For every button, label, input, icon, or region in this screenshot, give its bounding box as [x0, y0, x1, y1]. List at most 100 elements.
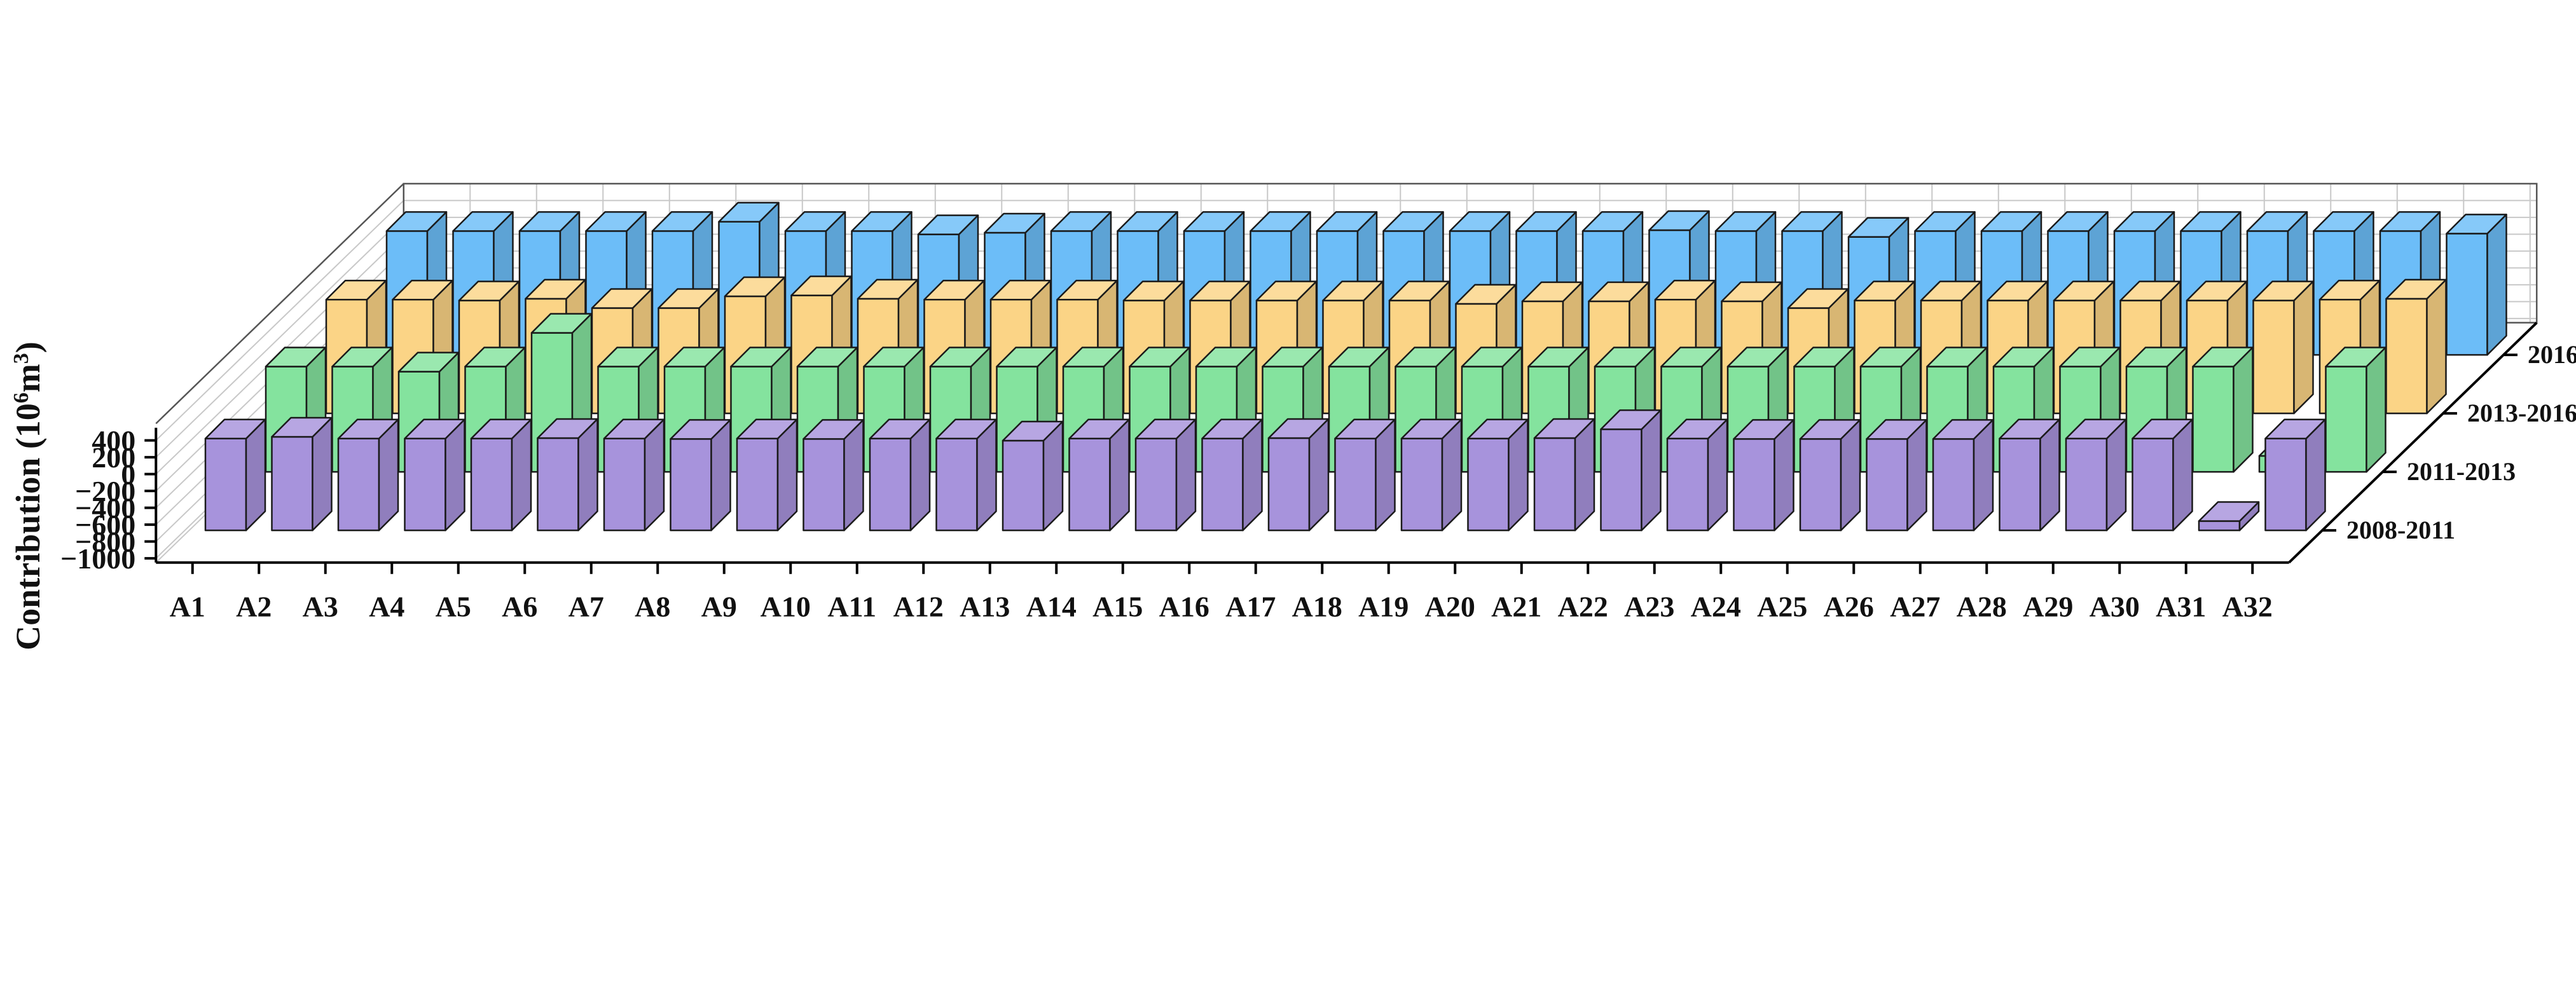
bar-top — [1648, 210, 1710, 231]
bar-front — [1134, 437, 1178, 532]
bar-top — [1189, 280, 1251, 301]
bar-top — [1926, 347, 1988, 368]
bar-front — [1400, 437, 1443, 532]
bar-top — [1316, 211, 1378, 232]
bar-top — [989, 280, 1052, 301]
bar-top — [2132, 418, 2193, 439]
depth-axis — [2288, 322, 2538, 564]
x-tick-label: A1 — [170, 591, 205, 623]
bar-top — [1866, 419, 1927, 440]
bar-top — [2325, 347, 2387, 368]
bar-top — [1267, 418, 1330, 439]
bar-side — [2366, 347, 2387, 473]
bar-2008-2011-A19 — [1400, 418, 1463, 532]
bar-top — [1183, 211, 1245, 232]
bar-top — [1854, 280, 1915, 301]
bar-front — [1666, 437, 1709, 532]
bar-top — [1914, 211, 1976, 232]
bar-front — [1733, 438, 1775, 532]
bar-top — [597, 347, 659, 368]
bar-top — [1992, 347, 2055, 368]
bar-top — [537, 418, 598, 439]
bar-top — [1388, 280, 1450, 301]
bar-2008-2011-A24 — [1733, 419, 1794, 532]
bar-2008-2011-A16 — [1201, 418, 1263, 532]
bar-top — [1382, 211, 1444, 232]
bar-top — [1129, 347, 1190, 368]
bar-side — [2293, 280, 2314, 415]
bar-top — [796, 347, 858, 368]
bar-top — [730, 347, 792, 368]
bar-2008-2011-A5 — [470, 418, 532, 532]
bar-2011-2013-A32 — [2325, 347, 2387, 473]
bar-top — [784, 211, 846, 232]
bar-front — [1600, 428, 1643, 532]
bar-front — [1866, 438, 1908, 532]
bar-2008-2011-A30 — [2132, 418, 2193, 532]
bar-2008-2011-A18 — [1334, 418, 1396, 532]
x-tick-label: A4 — [369, 591, 404, 623]
x-tick-label: A21 — [1491, 591, 1541, 623]
bar-top — [1201, 418, 1263, 439]
bar-top — [802, 419, 864, 440]
bar-front — [2264, 437, 2307, 532]
bar-top — [736, 418, 798, 439]
bar-top — [1600, 409, 1662, 430]
bar-front — [1932, 438, 1975, 532]
bar-top — [530, 313, 593, 334]
bar-top — [1999, 418, 2060, 439]
bar-2013-2016-A32 — [2385, 278, 2447, 415]
y-tick-label: −1000 — [60, 542, 135, 575]
bar-top — [1594, 347, 1656, 368]
bar-2008-2011-A13 — [1002, 420, 1064, 532]
bar-top — [1521, 281, 1583, 303]
x-tick-label: A19 — [1358, 591, 1409, 623]
bar-top — [1062, 347, 1124, 368]
bar-2008-2011-A21 — [1533, 418, 1595, 532]
series-label: 2016-2019 — [2528, 340, 2576, 369]
bar-front — [537, 437, 579, 532]
bar-front — [2325, 366, 2367, 473]
bar-top — [935, 418, 997, 439]
bar-front — [404, 437, 446, 532]
bar-front — [2446, 233, 2488, 356]
x-tick-label: A22 — [1558, 591, 1608, 623]
bar-top — [2198, 501, 2260, 522]
bar-top — [1787, 288, 1849, 309]
bar-top — [1588, 281, 1650, 303]
bar-2008-2011-A7 — [603, 418, 665, 532]
bar-top — [2047, 211, 2109, 232]
bar-top — [1262, 347, 1323, 368]
x-tick-label: A10 — [761, 591, 811, 623]
bar-2008-2011-A27 — [1932, 419, 1994, 532]
bar-front — [869, 437, 912, 532]
bar-2008-2011-A28 — [1999, 418, 2060, 532]
bar-front — [1201, 437, 1244, 532]
bar-top — [2252, 280, 2314, 301]
x-tick-label: A8 — [635, 591, 670, 623]
bar-front — [1467, 437, 1510, 532]
y-tick-label: −400 — [75, 492, 135, 525]
bar-top — [337, 418, 399, 439]
bar-front — [2252, 299, 2295, 415]
bar-front — [2385, 298, 2428, 415]
bar-top — [851, 211, 913, 232]
bar-front — [1068, 437, 1111, 532]
bar-top — [2385, 278, 2447, 300]
bar-2016-2019-A32 — [2446, 214, 2507, 356]
bar-top — [1581, 211, 1644, 232]
bar-top — [1859, 347, 1922, 368]
bar-top — [2119, 280, 2181, 301]
bar-top — [1117, 211, 1178, 232]
bar-top — [1255, 280, 1318, 301]
bar-top — [984, 212, 1045, 234]
bar-top — [718, 202, 780, 223]
bar-top — [2065, 418, 2127, 439]
bar-top — [1733, 419, 1794, 440]
bar-top — [404, 418, 465, 439]
bar-top — [1195, 347, 1257, 368]
bar-top — [1467, 418, 1529, 439]
bar-top — [1068, 418, 1130, 439]
